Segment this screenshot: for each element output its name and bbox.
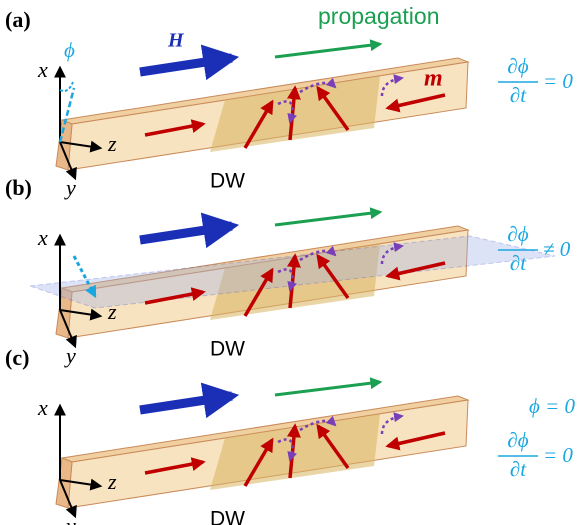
axis-label: x bbox=[37, 395, 48, 420]
eq-relation: = 0 bbox=[543, 69, 573, 93]
propagation-label: propagation bbox=[318, 3, 440, 29]
panel-label: (b) bbox=[5, 175, 32, 200]
panel-label: (a) bbox=[5, 7, 31, 32]
eq-denominator: ∂t bbox=[510, 83, 527, 107]
eq-numerator: ∂ϕ bbox=[507, 222, 528, 246]
wall-label: DW bbox=[210, 170, 245, 193]
field-arrow bbox=[140, 226, 232, 240]
axis-label: y bbox=[64, 175, 76, 200]
field-arrow bbox=[140, 396, 232, 410]
field-label: H bbox=[167, 30, 185, 52]
arrow bbox=[275, 44, 380, 57]
eq-relation: = 0 bbox=[543, 443, 573, 467]
axis-label: y bbox=[64, 513, 76, 525]
arrow bbox=[275, 382, 380, 395]
field-arrow bbox=[140, 58, 232, 72]
magnetization-label: m bbox=[424, 66, 443, 92]
phi-label: ϕ bbox=[64, 38, 75, 62]
eq-numerator: ∂ϕ bbox=[507, 54, 528, 78]
arrow bbox=[275, 212, 380, 225]
eq-numerator: ∂ϕ bbox=[507, 428, 528, 452]
eq-denominator: ∂t bbox=[510, 251, 527, 275]
wall-label: DW bbox=[210, 338, 245, 361]
phi-arc bbox=[60, 82, 73, 91]
eq-denominator: ∂t bbox=[510, 457, 527, 481]
axis-label: z bbox=[107, 469, 117, 494]
eq-relation: ≠ 0 bbox=[543, 237, 571, 261]
axis-label: x bbox=[37, 57, 48, 82]
panel: (c) x z y DW ϕ = 0∂ϕ ∂t = 0 bbox=[5, 345, 575, 525]
wall-label: DW bbox=[210, 508, 245, 525]
axis-label: y bbox=[64, 343, 76, 368]
figure: (a)xzyDWϕpropagationHm∂ϕ∂t= 0(b)xzyDW∂ϕ∂… bbox=[0, 0, 582, 525]
axis-label: z bbox=[107, 299, 117, 324]
panel: (b)x z y DW ∂ϕ ∂t ≠ 0 bbox=[5, 175, 571, 368]
axis-label: x bbox=[37, 225, 48, 250]
panel: (a)x z y DW ϕ propagation Hm ∂ϕ ∂t = 0 bbox=[5, 3, 573, 200]
panel-label: (c) bbox=[5, 345, 29, 370]
condition: ϕ = 0 bbox=[529, 394, 576, 418]
axis-label: z bbox=[107, 131, 117, 156]
page: {"panels":[ {"label":"(a)","propagation"… bbox=[0, 0, 582, 525]
